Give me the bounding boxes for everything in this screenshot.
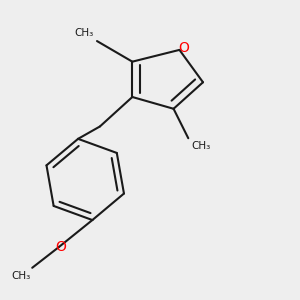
Text: O: O bbox=[55, 240, 66, 254]
Text: CH₃: CH₃ bbox=[75, 28, 94, 38]
Text: CH₃: CH₃ bbox=[191, 141, 211, 151]
Text: CH₃: CH₃ bbox=[11, 271, 31, 281]
Text: O: O bbox=[178, 40, 189, 55]
